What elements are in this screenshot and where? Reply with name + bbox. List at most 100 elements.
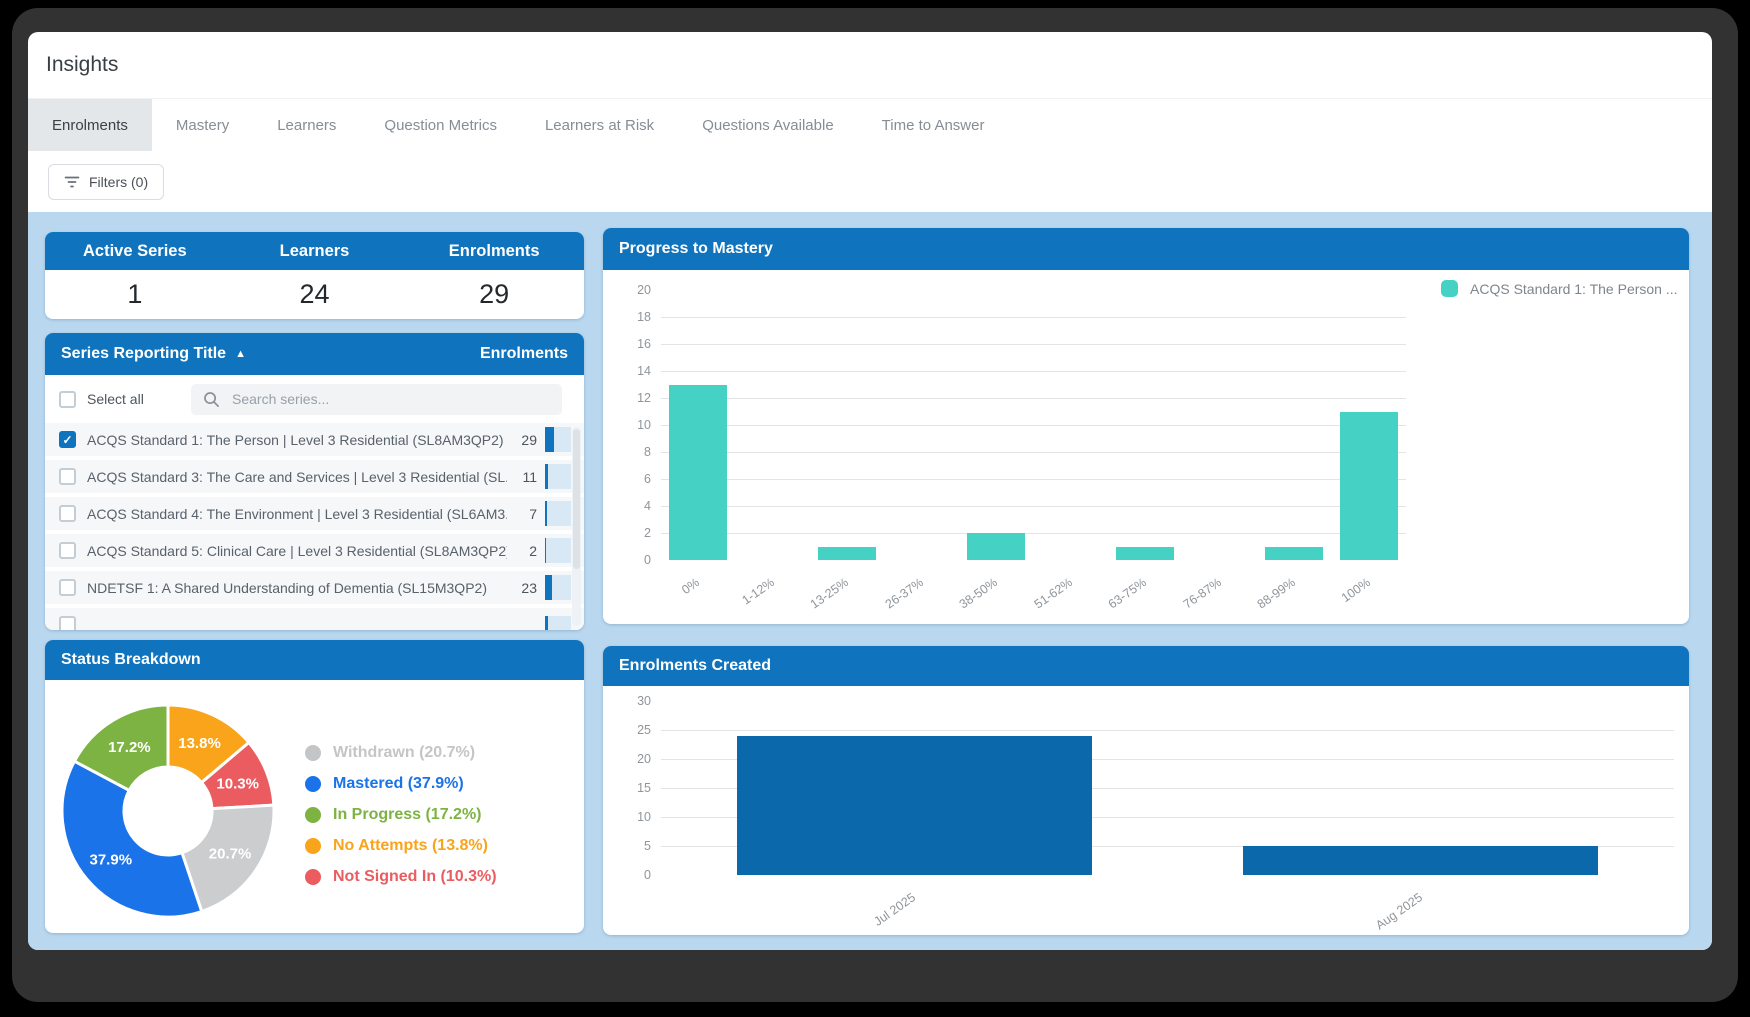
donut-slice-percentage: 37.9% bbox=[90, 852, 133, 869]
bar-Jul-2025 bbox=[736, 735, 1092, 875]
y-axis-tick: 8 bbox=[644, 445, 651, 459]
tab-question-metrics[interactable]: Question Metrics bbox=[384, 116, 497, 134]
series-value-column-header[interactable]: Enrolments bbox=[479, 345, 568, 362]
legend-label: Mastered (37.9%) bbox=[333, 775, 464, 792]
legend-dot bbox=[305, 745, 321, 761]
x-axis-label: 100% bbox=[1338, 575, 1373, 606]
series-panel-header: Series Reporting Title ▲ Enrolments bbox=[45, 333, 584, 375]
enrolment-minibar-fill bbox=[545, 464, 549, 489]
y-axis-tick: 16 bbox=[637, 337, 651, 351]
list-item[interactable]: ✓ ACQS Standard 1: The Person | Level 3 R… bbox=[45, 423, 584, 460]
enrolment-minibar-fill bbox=[545, 501, 548, 526]
y-axis-tick: 12 bbox=[637, 391, 651, 405]
legend-item-mastered-37-9-[interactable]: Mastered (37.9%) bbox=[305, 775, 497, 793]
x-axis-label: 26-37% bbox=[882, 575, 926, 612]
legend-dot bbox=[305, 838, 321, 854]
y-axis-tick: 2 bbox=[644, 526, 651, 540]
legend-dot bbox=[305, 807, 321, 823]
y-axis-tick: 18 bbox=[637, 310, 651, 324]
list-item[interactable]: ACQS Standard 3: The Care and Services |… bbox=[45, 460, 584, 497]
enrolment-minibar bbox=[545, 501, 571, 526]
enrolment-minibar bbox=[545, 427, 571, 452]
row-checkbox[interactable] bbox=[59, 579, 76, 596]
y-axis-tick: 14 bbox=[637, 364, 651, 378]
enrolment-count: 7 bbox=[529, 505, 537, 522]
list-item[interactable]: ACQS Standard 4: The Environment | Level… bbox=[45, 497, 584, 534]
enrolment-minibar bbox=[545, 464, 571, 489]
tab-enrolments[interactable]: Enrolments bbox=[28, 99, 152, 151]
row-checkbox[interactable] bbox=[59, 616, 76, 630]
progress-to-mastery-title: Progress to Mastery bbox=[619, 240, 773, 257]
tab-mastery[interactable]: Mastery bbox=[175, 116, 230, 134]
series-title-sort-header[interactable]: Series Reporting Title ▲ bbox=[61, 345, 246, 363]
tab-questions-available[interactable]: Questions Available bbox=[702, 116, 834, 134]
legend-item-no-attempts-13-8-[interactable]: No Attempts (13.8%) bbox=[305, 837, 497, 855]
series-search-box bbox=[191, 383, 562, 415]
donut-slice-percentage: 10.3% bbox=[216, 776, 259, 793]
row-checkbox[interactable] bbox=[59, 468, 76, 485]
dashboard-content: Active Series Learners Enrolments 1 24 29 Se… bbox=[28, 212, 1712, 950]
app-header: Insights bbox=[28, 32, 1712, 98]
enrolment-minibar bbox=[545, 538, 571, 563]
list-item[interactable]: ACQS Standard 5: Clinical Care | Level 3… bbox=[45, 534, 584, 571]
x-axis-label: Aug 2025 bbox=[1372, 890, 1425, 933]
x-axis-label: 63-75% bbox=[1105, 575, 1150, 612]
legend-dot bbox=[305, 776, 321, 792]
legend-item-not-signed-in-10-3-[interactable]: Not Signed In (10.3%) bbox=[305, 868, 497, 886]
y-axis-tick: 0 bbox=[644, 868, 651, 882]
mastery-legend-swatch bbox=[1441, 280, 1458, 297]
enrolment-count: 29 bbox=[521, 431, 537, 448]
legend-item-withdrawn-20-7-[interactable]: Withdrawn (20.7%) bbox=[305, 744, 497, 762]
progress-to-mastery-header: Progress to Mastery bbox=[603, 228, 1689, 270]
gridline bbox=[661, 506, 1406, 507]
filters-button[interactable]: Filters (0) bbox=[48, 164, 165, 200]
y-axis-tick: 0 bbox=[644, 553, 651, 567]
gridline bbox=[661, 425, 1406, 426]
enrolments-chart-plot: 30 25 20 15 10 5 0 Jul 2025 Aug 2025 bbox=[637, 694, 1674, 932]
list-item[interactable]: NDETSF 1: A Shared Understanding of Deme… bbox=[45, 571, 584, 608]
legend-dot bbox=[305, 869, 321, 885]
enrolments-created-card: Enrolments Created 30 25 20 15 10 5 0 Jul 2025 A… bbox=[603, 646, 1689, 935]
series-toolbar: Select all bbox=[45, 375, 584, 423]
x-axis-label: 88-99% bbox=[1254, 575, 1299, 612]
gridline bbox=[661, 344, 1406, 345]
y-axis-tick: 20 bbox=[637, 752, 651, 766]
donut-slice-in-progress[interactable] bbox=[72, 703, 170, 792]
legend-item-in-progress-17-2-[interactable]: In Progress (17.2%) bbox=[305, 806, 497, 824]
series-search-input[interactable] bbox=[230, 390, 550, 408]
stat-label: Enrolments bbox=[448, 241, 540, 260]
mastery-legend-item[interactable]: ACQS Standard 1: The Person ... bbox=[1441, 280, 1678, 297]
row-checkbox[interactable] bbox=[59, 505, 76, 522]
gridline bbox=[661, 817, 1674, 818]
series-scrollbar[interactable] bbox=[572, 427, 581, 626]
row-checkbox[interactable] bbox=[59, 542, 76, 559]
enrolment-minibar bbox=[545, 616, 571, 630]
select-all-checkbox[interactable] bbox=[59, 390, 76, 408]
gridline bbox=[661, 759, 1674, 760]
mastery-legend-label: ACQS Standard 1: The Person ... bbox=[1470, 280, 1678, 297]
x-axis-label: 51-62% bbox=[1031, 575, 1075, 612]
status-donut-chart: 13.8% 10.3% 20.7% 37.9% 17.2% bbox=[60, 703, 276, 919]
y-axis-tick: 30 bbox=[637, 694, 651, 708]
tab-learners-at-risk[interactable]: Learners at Risk bbox=[544, 116, 655, 134]
legend-label: Not Signed In (10.3%) bbox=[333, 868, 497, 885]
gridline bbox=[661, 317, 1406, 318]
donut-slice-mastered[interactable] bbox=[60, 759, 204, 919]
scrollbar-thumb[interactable] bbox=[573, 429, 580, 569]
gridline bbox=[661, 479, 1406, 480]
filters-row: Filters (0) bbox=[28, 151, 1712, 213]
gridline bbox=[661, 452, 1406, 453]
donut-slice-percentage: 17.2% bbox=[108, 739, 151, 756]
stat-label: Active Series bbox=[83, 241, 187, 260]
filters-label: Filters (0) bbox=[89, 174, 149, 190]
row-checkbox[interactable]: ✓ bbox=[59, 431, 76, 448]
stats-values: 1 24 29 bbox=[45, 270, 584, 319]
enrolment-count: 11 bbox=[522, 468, 537, 485]
list-item-partial[interactable] bbox=[45, 608, 584, 630]
bar-100- bbox=[1339, 411, 1398, 560]
donut-slice-withdrawn[interactable] bbox=[180, 803, 276, 913]
y-axis-tick: 5 bbox=[644, 839, 651, 853]
tab-time-to-answer[interactable]: Time to Answer bbox=[881, 116, 985, 134]
stat-value: 29 bbox=[479, 279, 510, 309]
tab-learners[interactable]: Learners bbox=[277, 116, 337, 134]
